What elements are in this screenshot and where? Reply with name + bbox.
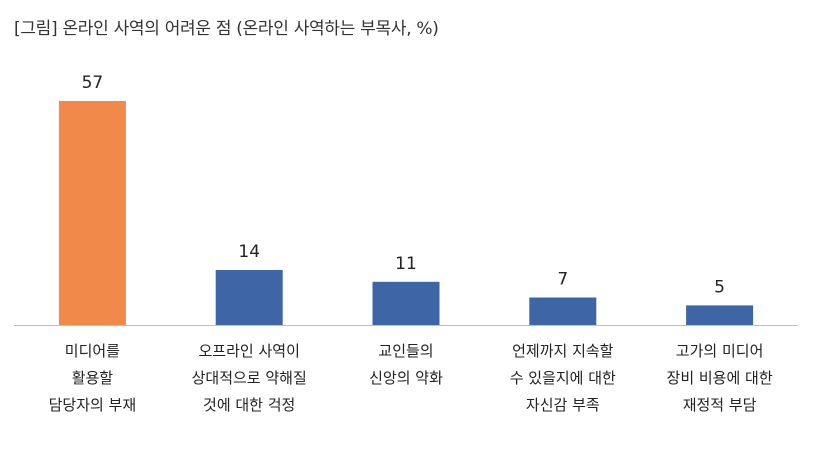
bar-2 xyxy=(215,270,283,325)
category-label-line: 고가의 미디어 xyxy=(675,342,764,360)
category-label-line: 상대적으로 약해질 xyxy=(191,369,307,387)
category-label-line: 것에 대한 걱정 xyxy=(203,396,296,414)
category-label-line: 수 있을지에 대한 xyxy=(509,369,616,387)
data-label-4: 7 xyxy=(557,270,568,290)
data-label-5: 5 xyxy=(714,277,725,297)
chart-title: [그림] 온라인 사역의 어려운 점 (온라인 사역하는 부목사, %) xyxy=(14,19,439,39)
bar-1 xyxy=(58,101,126,325)
category-label-line: 오프라인 사역이 xyxy=(198,342,300,360)
data-label-2: 14 xyxy=(238,242,260,262)
bar-4 xyxy=(529,297,597,325)
bar-5 xyxy=(686,305,754,325)
category-label-line: 언제까지 지속할 xyxy=(512,342,614,360)
category-label-line: 활용할 xyxy=(71,369,114,387)
category-label-line: 재정적 부담 xyxy=(682,396,757,414)
category-label-line: 미디어를 xyxy=(64,342,120,360)
category-label-line: 신앙의 약화 xyxy=(369,369,443,387)
category-label-line: 자신감 부족 xyxy=(525,396,600,414)
category-label-line: 교인들의 xyxy=(378,342,434,360)
data-label-1: 57 xyxy=(82,73,104,93)
data-label-3: 11 xyxy=(395,254,417,274)
bar-3 xyxy=(372,281,440,325)
category-label-line: 장비 비용에 대한 xyxy=(666,369,773,387)
category-label-line: 담당자의 부재 xyxy=(48,396,137,414)
